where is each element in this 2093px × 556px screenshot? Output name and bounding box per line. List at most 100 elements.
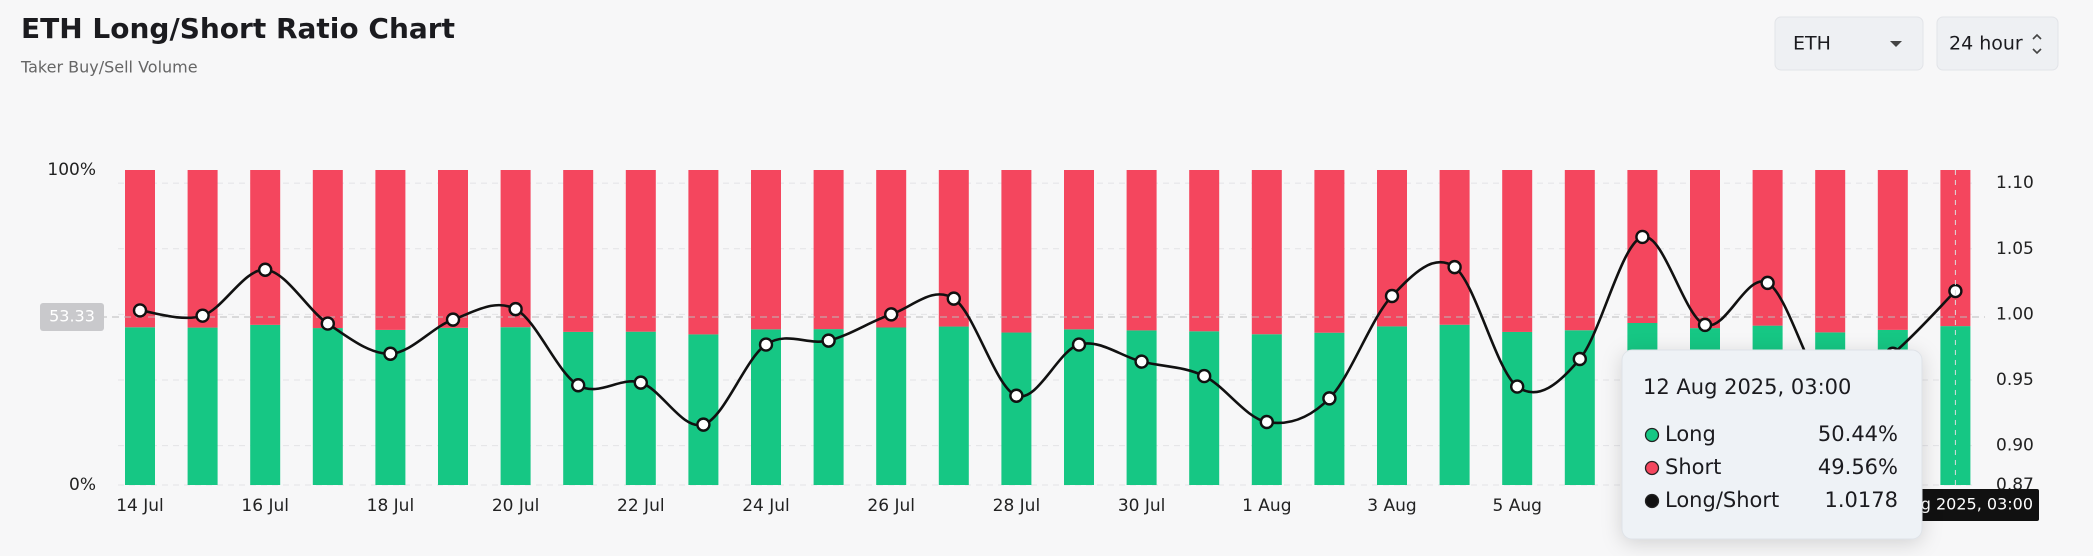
ratio-point — [1697, 317, 1713, 333]
tooltip-value: 49.56% — [1818, 455, 1898, 479]
ratio-point — [320, 316, 335, 331]
ratio-point — [946, 291, 961, 306]
select-box[interactable] — [1774, 16, 1924, 71]
crosshair-label: 53.33 — [49, 307, 95, 326]
x-tick-label: 28 Jul — [993, 496, 1041, 516]
ratio-point — [383, 346, 398, 361]
bar-long — [625, 331, 656, 485]
ratio-point — [508, 301, 523, 317]
ratio-point — [195, 308, 210, 323]
tooltip-value: 50.44% — [1818, 422, 1898, 446]
bar-long — [250, 324, 281, 485]
bar-long — [688, 334, 719, 485]
tooltip-title: 12 Aug 2025, 03:00 — [1643, 375, 1851, 399]
select-box[interactable] — [1936, 16, 2059, 71]
bar-short — [1189, 170, 1220, 332]
bar-long — [1064, 329, 1094, 485]
x-tick-label: 26 Jul — [867, 496, 915, 516]
tooltip-box — [1621, 349, 1923, 540]
subtitle: Taker Buy/Sell Volume — [20, 58, 198, 77]
ratio-point — [1071, 337, 1087, 352]
ratio-point — [445, 312, 461, 327]
x-tick-label: 20 Jul — [492, 496, 540, 516]
bar-short — [1064, 170, 1094, 330]
bar-long — [187, 327, 218, 485]
y2-tick-label: 0.90 — [1996, 436, 2034, 456]
bar-short — [813, 170, 844, 330]
title: ETH Long/Short Ratio Chart — [21, 12, 455, 45]
bar-short — [1439, 170, 1470, 325]
bar-short — [125, 170, 155, 328]
bar-short — [187, 170, 218, 328]
bar-long — [438, 327, 468, 485]
bar-short — [1752, 170, 1783, 326]
bar-short — [1502, 170, 1533, 332]
y2-tick-label: 0.95 — [1996, 370, 2034, 390]
bar-long — [751, 329, 781, 485]
select-text[interactable]: ETH — [1793, 33, 1831, 55]
bar-short — [1877, 170, 1908, 330]
bar-long — [1377, 326, 1407, 485]
x-tick-label: 5 Aug — [1492, 496, 1541, 516]
ratio-point — [1322, 391, 1337, 406]
ratio-point — [571, 378, 586, 393]
y2-tick-label: 1.00 — [1996, 304, 2034, 324]
ratio-point — [132, 303, 148, 318]
bar-long — [813, 329, 844, 485]
ratio-point — [1009, 388, 1024, 403]
ratio-point — [1509, 379, 1525, 394]
bar-long — [1439, 324, 1470, 485]
crosshair-label-bg — [40, 303, 104, 332]
bar-short — [1690, 170, 1720, 329]
x-tick-label: 14 Jul — [116, 496, 164, 516]
bar-short — [312, 170, 343, 329]
ratio-point — [696, 417, 711, 432]
bar-long — [1251, 334, 1282, 485]
x-tick-label: 3 Aug — [1367, 496, 1416, 516]
x-tick-label: 24 Jul — [742, 496, 790, 516]
ratio-point — [758, 337, 774, 352]
bar-long — [125, 327, 155, 485]
bar-long — [938, 326, 969, 485]
bar-short — [1314, 170, 1345, 333]
bar-long — [312, 328, 343, 485]
tooltip-swatch — [1644, 493, 1660, 509]
bar-short — [751, 170, 781, 330]
tooltip-name: Long/Short — [1665, 488, 1779, 512]
tooltip-name: Short — [1665, 455, 1721, 479]
bar-short — [1126, 170, 1157, 331]
ratio-point — [821, 333, 836, 348]
bar-long — [876, 327, 907, 485]
bar-short — [688, 170, 719, 335]
x-tick-label: 30 Jul — [1118, 496, 1166, 516]
asset-select[interactable]: ETH — [1774, 16, 1924, 71]
bar-long — [1126, 330, 1157, 485]
ratio-point — [1447, 259, 1462, 275]
tooltip-swatch — [1644, 427, 1660, 443]
bar-short — [1564, 170, 1595, 331]
tooltip-value: 1.0178 — [1825, 488, 1898, 512]
period-select[interactable]: 24 hour — [1936, 16, 2059, 71]
x-tick-label: 1 Aug — [1242, 496, 1291, 516]
x-tick-label: 22 Jul — [617, 496, 665, 516]
x-tick-label: 18 Jul — [367, 496, 415, 516]
tooltip-name: Long — [1665, 422, 1716, 446]
caret — [2032, 33, 2042, 55]
y-tick-label: 100% — [47, 160, 96, 180]
x-crosshair-bg — [1905, 489, 2039, 521]
bar-short — [563, 170, 594, 332]
ratio-point — [1196, 368, 1212, 384]
bar-short — [1815, 170, 1846, 333]
ratio-point — [1134, 354, 1149, 369]
ratio-point — [1760, 275, 1775, 291]
tooltip-swatch — [1644, 460, 1660, 476]
y-tick-label: 0% — [69, 475, 96, 495]
ratio-point — [1572, 351, 1588, 367]
select-text[interactable]: 24 hour — [1949, 33, 2023, 55]
ratio-point — [884, 307, 899, 322]
ratio-point — [633, 375, 648, 390]
ratio-point — [1635, 229, 1650, 245]
bar-short — [1251, 170, 1282, 335]
